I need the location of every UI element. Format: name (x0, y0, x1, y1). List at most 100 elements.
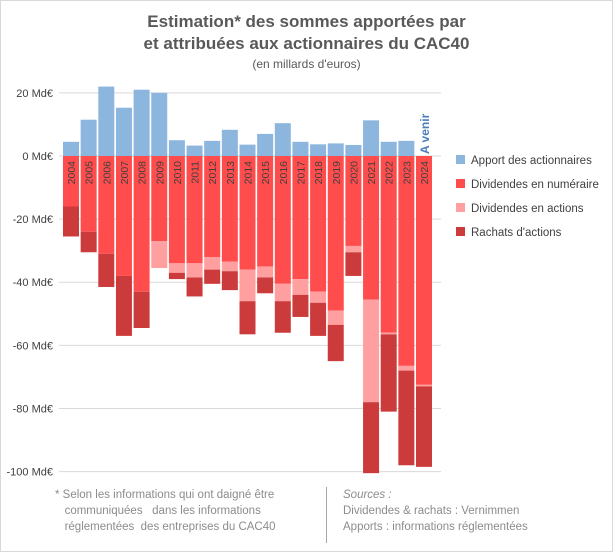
y-tick-label: 0 Md€ (22, 151, 53, 163)
bar-apport (345, 144, 362, 156)
bar-actions (186, 263, 203, 278)
bar-apport (398, 140, 415, 156)
a-venir-annotation: A venir (418, 113, 432, 154)
bar-apport (204, 140, 221, 156)
bar-apport (98, 86, 115, 156)
x-tick-label: 2013 (225, 161, 237, 185)
sources-line: Apports : informations réglementées (343, 521, 528, 533)
bar-rachats (204, 269, 221, 284)
sources: Sources : Dividendes & rachats : Vernimm… (343, 487, 603, 535)
x-tick-label: 2022 (384, 161, 396, 185)
footer-divider (326, 487, 327, 543)
bar-actions (398, 365, 415, 371)
bar-numeraire (292, 156, 309, 280)
bar-actions (380, 332, 397, 335)
x-tick-label: 2024 (419, 161, 431, 185)
y-tick-label: -40 Md€ (13, 277, 53, 289)
x-tick-label: 2011 (190, 161, 202, 184)
bar-actions (151, 241, 168, 269)
x-tick-label: 2004 (66, 161, 78, 185)
bar-numeraire (345, 156, 362, 246)
bar-apport (63, 141, 79, 156)
bar-rachats (416, 386, 432, 467)
bar-apport (239, 144, 256, 156)
footnote: * Selon les informations qui ont daigné … (55, 487, 305, 535)
bar-rachats (186, 277, 203, 297)
bar-apport (151, 92, 168, 156)
bar-apport (274, 123, 291, 156)
x-tick-label: 2016 (278, 161, 290, 185)
bar-apport (380, 141, 397, 156)
bar-numeraire (363, 156, 380, 300)
sources-line: Dividendes & rachats : Vernimmen (343, 505, 520, 517)
y-tick-label: -20 Md€ (13, 214, 53, 226)
bar-apport (115, 107, 132, 156)
x-tick-label: 2009 (154, 161, 166, 185)
bar-actions (292, 279, 309, 295)
legend-swatch-apport (456, 155, 465, 165)
legend-label-apport: Apport des actionnaires (471, 155, 592, 167)
x-tick-label: 2005 (84, 161, 96, 185)
bar-numeraire (398, 156, 415, 366)
x-tick-label: 2019 (331, 161, 343, 185)
bar-rachats (239, 301, 256, 335)
bar-rachats (345, 252, 362, 276)
bar-apport (327, 143, 344, 156)
x-tick-label: 2012 (207, 161, 219, 185)
bar-actions (416, 384, 432, 387)
bar-numeraire (98, 156, 115, 254)
bar-actions (257, 266, 274, 278)
bar-actions (221, 261, 238, 272)
legend-swatch-numeraire (456, 179, 465, 189)
bar-apport (168, 140, 185, 156)
footnote-line: * Selon les informations qui ont daigné … (55, 489, 275, 501)
legend-item-apport: Apport des actionnaires (456, 155, 592, 167)
bar-rachats (133, 291, 150, 329)
legend-label-numeraire: Dividendes en numéraire (471, 179, 599, 191)
legend-label-actions: Dividendes en actions (471, 203, 584, 215)
bar-numeraire (257, 156, 274, 267)
x-tick-label: 2021 (366, 161, 378, 185)
bar-actions (345, 245, 362, 253)
x-tick-label: 2017 (295, 161, 307, 185)
bar-apport (133, 89, 150, 156)
chart-title-line1: Estimation* des sommes apportées par (147, 12, 466, 31)
bar-actions (168, 263, 185, 273)
x-tick-label: 2018 (313, 161, 325, 185)
bar-numeraire (204, 156, 221, 257)
footnote-line: communiquées dans les informations (55, 505, 261, 517)
bar-rachats (221, 271, 238, 291)
bar-numeraire (133, 156, 150, 292)
bar-rachats (292, 294, 309, 317)
sources-title: Sources : (343, 489, 392, 501)
legend-swatch-actions (456, 203, 465, 213)
bar-rachats (115, 275, 132, 336)
bar-numeraire (186, 156, 203, 264)
bar-numeraire (380, 156, 397, 333)
bar-rachats (98, 253, 115, 287)
bar-rachats (310, 302, 327, 336)
bar-rachats (63, 206, 79, 237)
bar-rachats (80, 231, 97, 253)
bar-numeraire (239, 156, 256, 270)
bar-apport (310, 144, 327, 156)
bar-numeraire (168, 156, 185, 264)
bar-rachats (168, 272, 185, 280)
x-tick-label: 2008 (137, 161, 149, 185)
bar-actions (310, 291, 327, 303)
x-tick-label: 2006 (101, 161, 113, 185)
chart-title-line2: et attribuées aux actionnaires du CAC40 (143, 34, 470, 53)
legend-item-actions: Dividendes en actions (456, 203, 584, 215)
x-tick-label: 2020 (348, 161, 360, 185)
bar-numeraire (416, 156, 432, 385)
bar-actions (204, 256, 221, 270)
y-tick-label: -80 Md€ (13, 403, 53, 415)
bar-chart: 20 Md€ 0 Md€ -20 Md€ -40 Md€ -60 Md€ -80 Md€ -… (7, 86, 441, 479)
chart-subtitle: (en millards d'euros) (252, 57, 361, 71)
bar-actions (363, 299, 380, 403)
bar-rachats (363, 402, 380, 474)
bar-apport (363, 120, 380, 156)
bar-actions (239, 269, 256, 302)
footnote-line: réglementées des entreprises du CAC40 (55, 521, 276, 533)
bar-apport (257, 133, 274, 156)
